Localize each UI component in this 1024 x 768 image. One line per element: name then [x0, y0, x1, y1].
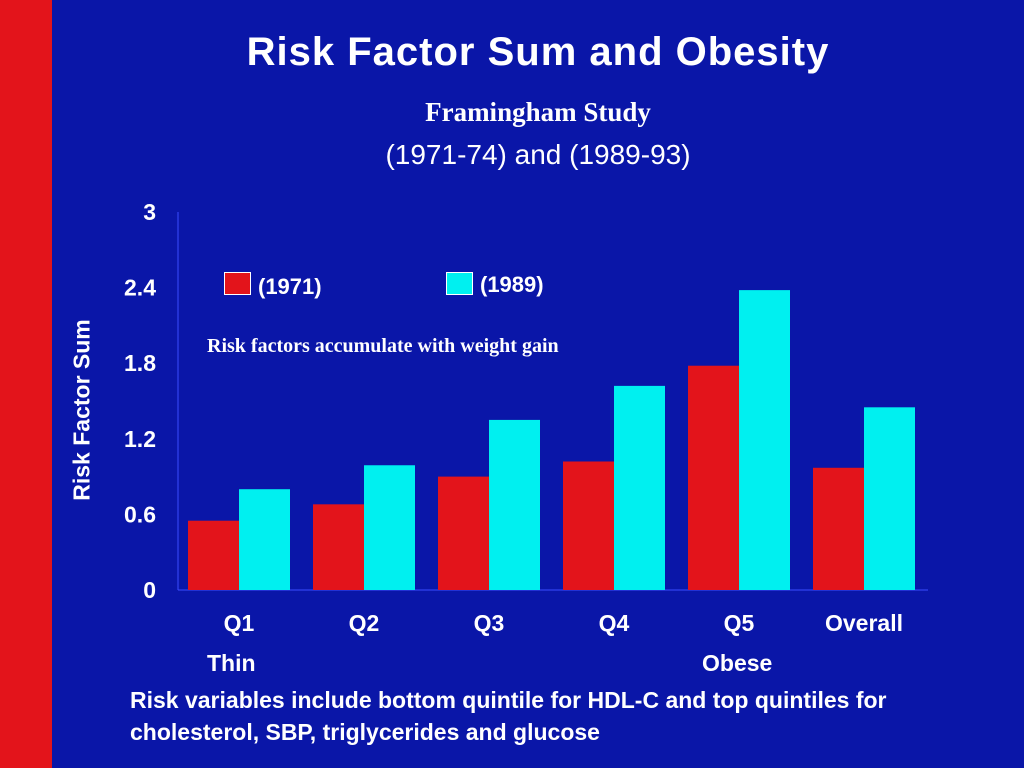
legend-swatch-1971 — [224, 272, 251, 295]
x-tick-label: Q2 — [349, 610, 380, 636]
slide-subtitle-study: Framingham Study — [425, 97, 651, 127]
legend-label-1989: (1989) — [480, 272, 544, 297]
x-tick-label: Overall — [825, 610, 903, 636]
bar-1971-q4 — [563, 461, 614, 590]
y-tick-label: 0 — [143, 577, 156, 603]
bar-1989-q4 — [614, 385, 665, 590]
bar-1971-q1 — [188, 520, 239, 590]
axis-note-thin: Thin — [207, 650, 256, 676]
bar-1989-q3 — [489, 419, 540, 590]
bar-1989-q1 — [239, 489, 290, 590]
chart-axes — [177, 212, 928, 591]
chart-annotation: Risk factors accumulate with weight gain — [207, 335, 559, 357]
bar-1989-q2 — [364, 465, 415, 590]
x-tick-label: Q5 — [724, 610, 755, 636]
y-tick-label: 0.6 — [124, 501, 156, 527]
y-tick-label: 1.2 — [124, 426, 156, 452]
legend-swatch-1989 — [446, 272, 473, 295]
y-tick-label: 3 — [143, 199, 156, 225]
slide-title: Risk Factor Sum and Obesity — [246, 30, 830, 74]
y-tick-labels: 0 0.6 1.2 1.8 2.4 3 — [124, 199, 156, 603]
y-tick-label: 1.8 — [124, 350, 156, 376]
x-tick-label: Q4 — [599, 610, 630, 636]
x-tick-label: Q3 — [474, 610, 505, 636]
footnote: Risk variables include bottom quintile f… — [130, 687, 887, 745]
x-tick-label: Q1 — [224, 610, 255, 636]
bar-1971-q5 — [688, 365, 739, 590]
legend-label-1971: (1971) — [258, 274, 322, 299]
bar-1989-overall — [864, 407, 915, 590]
y-tick-label: 2.4 — [124, 275, 156, 301]
bar-1971-q2 — [313, 504, 364, 590]
slide-subtitle-years: (1971-74) and (1989-93) — [385, 139, 691, 170]
bar-1989-q5 — [739, 290, 790, 590]
axis-note-obese: Obese — [702, 650, 773, 676]
bars — [188, 290, 915, 590]
red-sidebar-strip — [0, 0, 52, 768]
bar-1971-q3 — [438, 476, 489, 590]
bar-1971-overall — [813, 467, 864, 590]
x-tick-labels: Q1 Q2 Q3 Q4 Q5 Overall — [224, 610, 903, 636]
